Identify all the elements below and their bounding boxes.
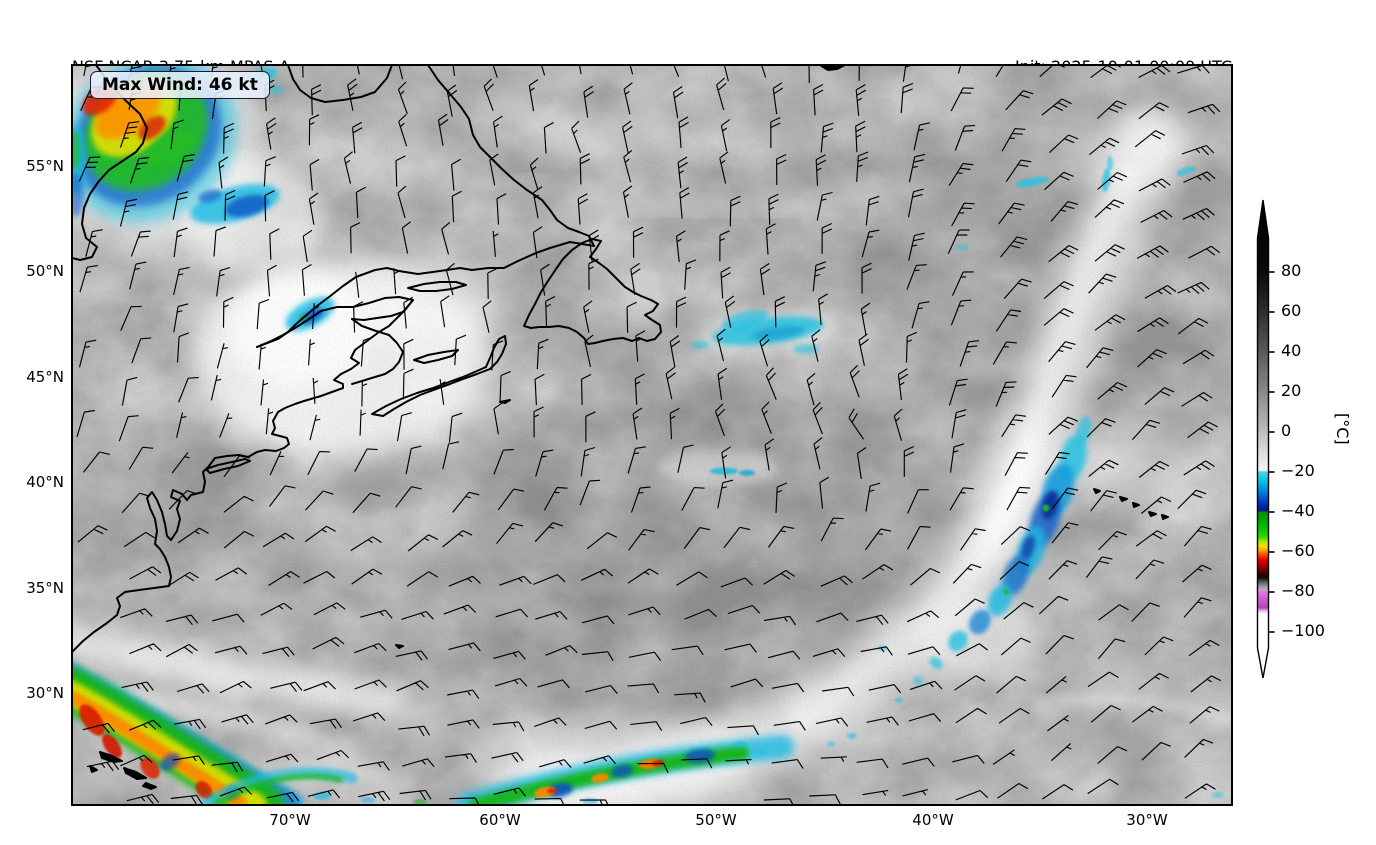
colorbar-tick-label: 40	[1281, 341, 1302, 360]
y-axis-tick-label: 35°N	[26, 579, 64, 597]
colorbar-tick-label: −60	[1281, 541, 1315, 560]
x-axis-tick-label: 60°W	[479, 811, 521, 829]
colorbar-tick-label: −20	[1281, 461, 1315, 480]
map-layers	[72, 65, 1232, 805]
max-wind-badge: Max Wind: 46 kt	[90, 71, 270, 99]
colorbar-tick-label: 60	[1281, 301, 1302, 320]
colorbar-tick-label: −100	[1281, 621, 1325, 640]
colorbar-under-arrow	[1257, 648, 1269, 678]
colorbar-tick-label: 20	[1281, 381, 1302, 400]
colorbar	[1256, 199, 1275, 679]
y-axis-tick-label: 40°N	[26, 473, 64, 491]
colorbar-outline	[1256, 199, 1270, 679]
colorbar-tick-label: −80	[1281, 581, 1315, 600]
colorbar-tick-label: 80	[1281, 261, 1302, 280]
x-axis-tick-label: 70°W	[269, 811, 311, 829]
y-axis-tick-label: 30°N	[26, 684, 64, 702]
colorbar-tick-label: −40	[1281, 501, 1315, 520]
y-axis-tick-label: 45°N	[26, 368, 64, 386]
x-axis-tick-label: 40°W	[912, 811, 954, 829]
y-axis-tick-label: 55°N	[26, 157, 64, 175]
colorbar-over-arrow	[1257, 200, 1269, 238]
colorbar-gradient	[1257, 238, 1269, 648]
colorbar-tick-label: 0	[1281, 421, 1292, 440]
x-axis-tick-label: 50°W	[695, 811, 737, 829]
colorbar-unit-label: [°C]	[1333, 413, 1352, 445]
x-axis-tick-label: 30°W	[1126, 811, 1168, 829]
map-frame	[71, 64, 1233, 806]
grain-texture	[72, 65, 1232, 805]
y-axis-tick-label: 50°N	[26, 262, 64, 280]
